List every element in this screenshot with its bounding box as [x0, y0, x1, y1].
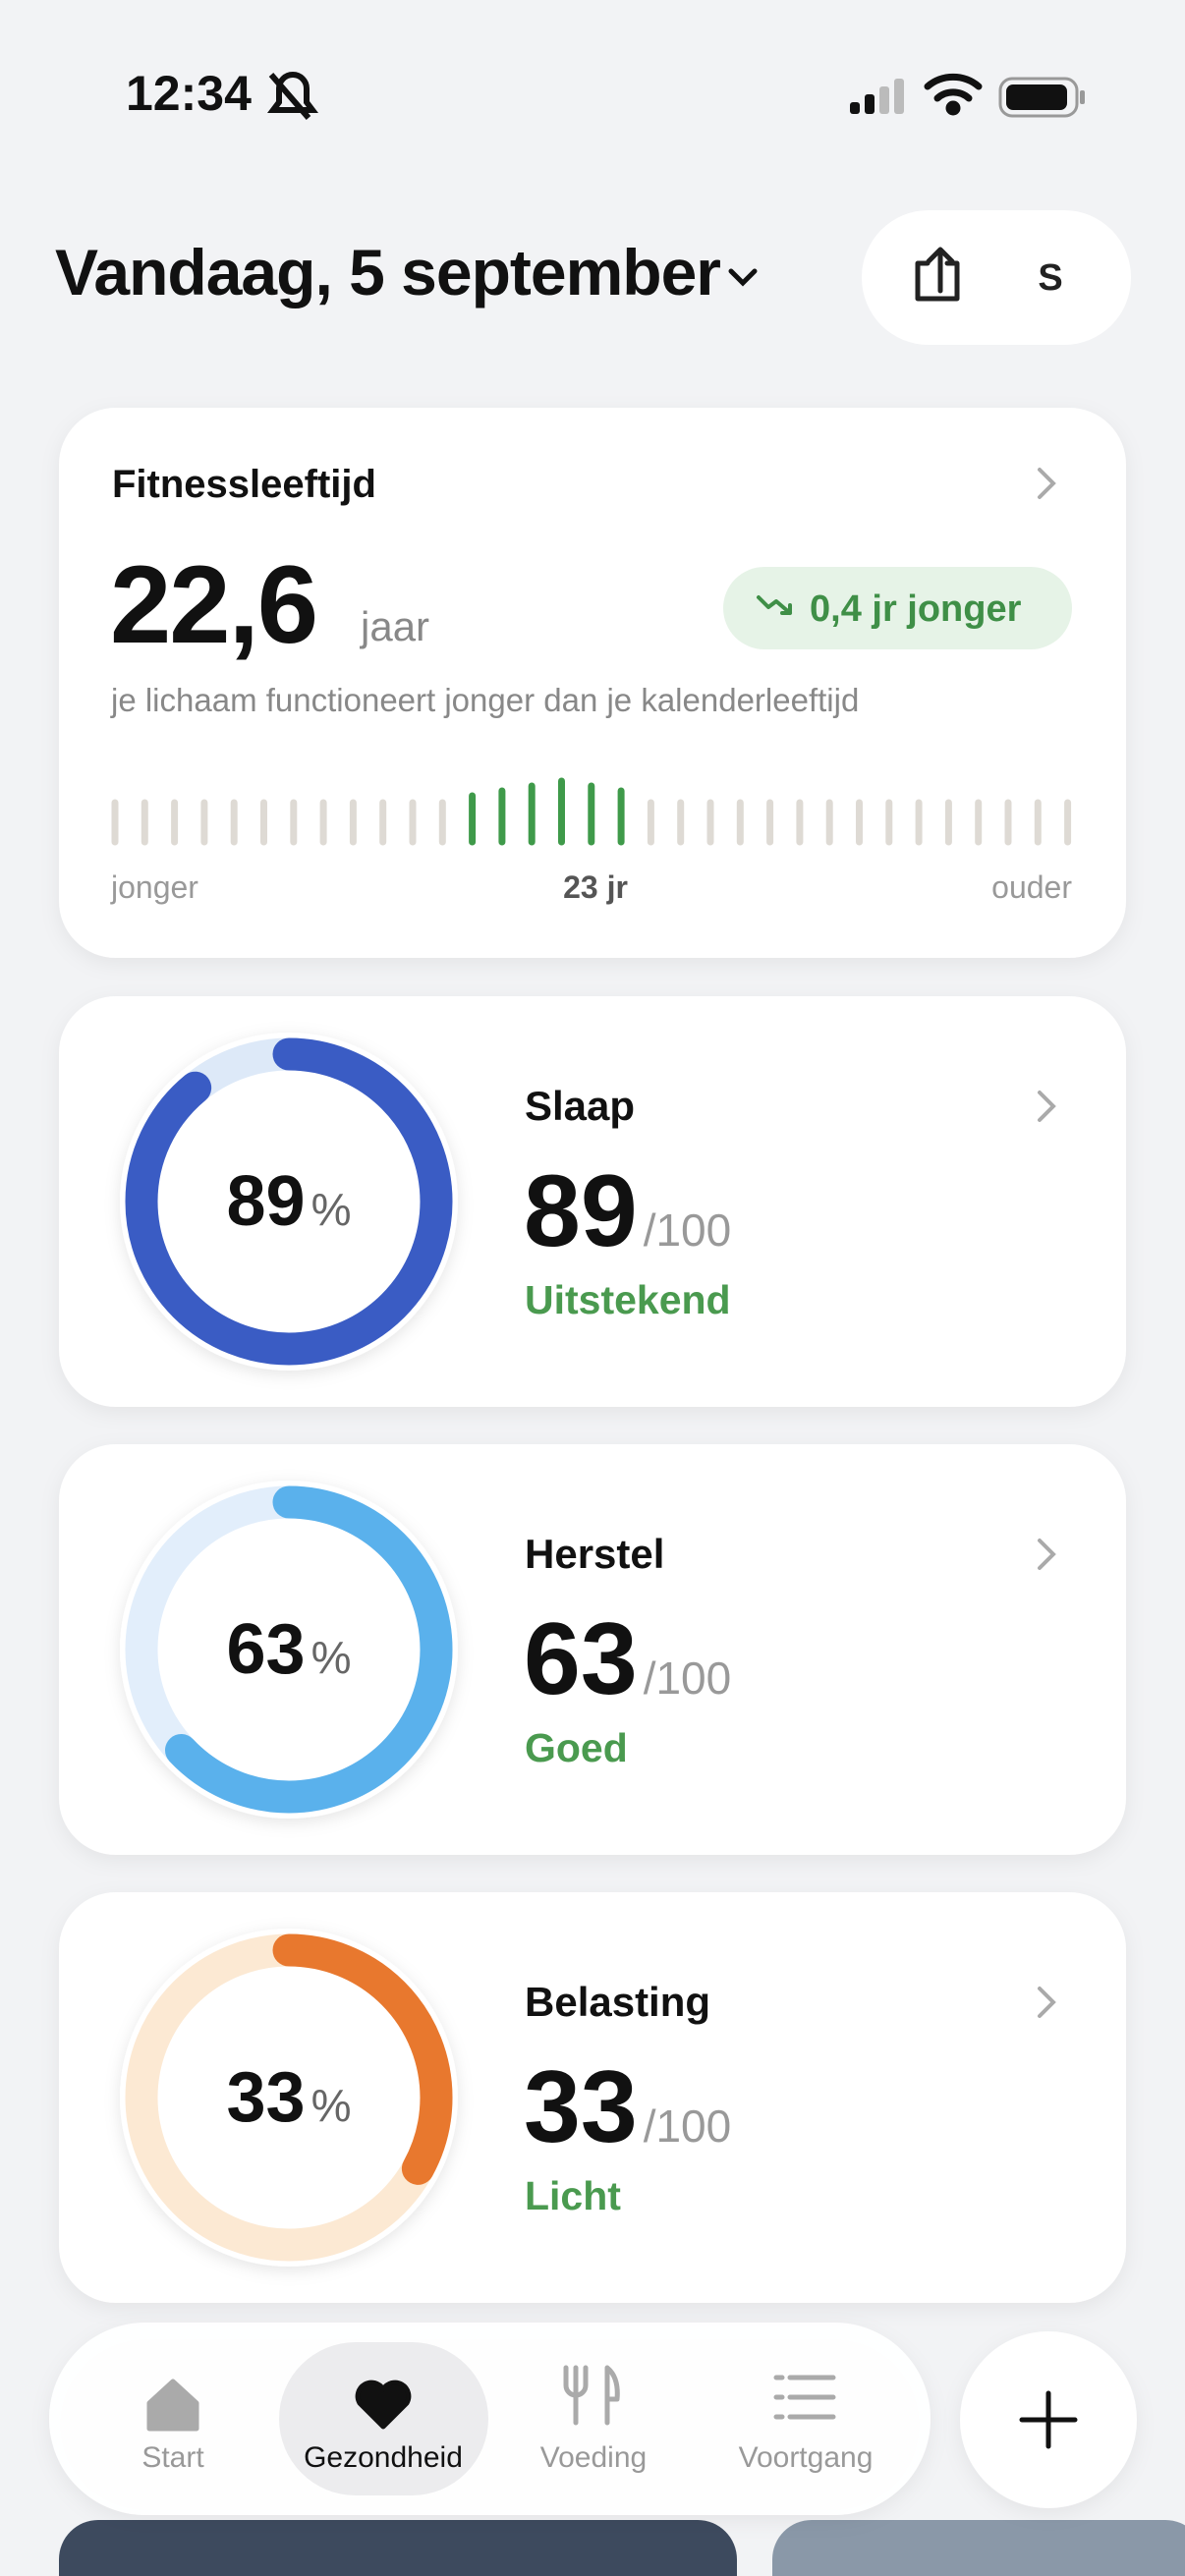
- score-card[interactable]: 33 % Belasting 33/100 Licht: [59, 1892, 1126, 2303]
- tab-icon: [146, 2379, 199, 2432]
- ring-base: [120, 1033, 458, 1371]
- ring-progress: [125, 1037, 453, 1366]
- score-card[interactable]: 63 % Herstel 63/100 Goed: [59, 1444, 1126, 1855]
- score-rating: Goed: [525, 1725, 628, 1770]
- score-max: /100: [644, 1652, 732, 1704]
- scale-right: ouder: [991, 869, 1072, 905]
- ring-label: 89%: [227, 1162, 352, 1241]
- ring-value: 89: [227, 1162, 306, 1241]
- fitness-unit: jaar: [359, 603, 429, 649]
- trend-icon: [757, 595, 792, 615]
- preview-card: [772, 2520, 1185, 2576]
- tab-label: Voortgang: [739, 2441, 874, 2474]
- badge-text: 0,4 jr jonger: [810, 588, 1022, 630]
- score-value: 33: [524, 2050, 638, 2164]
- ring-value: 63: [227, 1610, 306, 1689]
- age-scale: [111, 777, 1072, 846]
- tab-label: Start: [141, 2441, 204, 2474]
- fitness-value: 22,6: [110, 543, 316, 666]
- score-value: 63: [524, 1602, 638, 1716]
- fitness-badge: [723, 567, 1072, 649]
- mute-icon: [267, 72, 318, 120]
- tab-item[interactable]: Gezondheid: [304, 2380, 463, 2474]
- ring-label: 33%: [227, 2058, 352, 2137]
- avatar[interactable]: S: [1038, 257, 1062, 299]
- chevron: [1038, 1539, 1056, 1570]
- score-cards: 89 % Slaap 89/100 Uitstekend 63 % Herstel 63/100…: [59, 996, 1126, 2303]
- ring-unit: %: [311, 2080, 352, 2131]
- add-icon: [1019, 2390, 1078, 2449]
- chevron: [1038, 1091, 1056, 1122]
- tab-items: Start Gezondheid Voeding Voortgang: [141, 2342, 873, 2495]
- fitness-description: je lichaam functioneert jonger dan je ka…: [110, 682, 859, 718]
- chevron: [1038, 468, 1056, 499]
- ring-base: [120, 1481, 458, 1819]
- score-max: /100: [644, 2100, 732, 2152]
- signal-icon: [850, 79, 904, 114]
- tab-icon: [773, 2375, 836, 2420]
- tab-item[interactable]: Voortgang: [739, 2375, 874, 2474]
- scale-left: jonger: [110, 869, 198, 905]
- ring-progress: [125, 1933, 453, 2262]
- tab-icon: [355, 2380, 412, 2430]
- preview-card: [59, 2520, 737, 2576]
- wifi-icon: [924, 73, 983, 116]
- score-rating: Uitstekend: [525, 1277, 731, 1322]
- ring-label: 63%: [227, 1610, 352, 1689]
- tab-item[interactable]: Start: [141, 2379, 204, 2474]
- ring-value: 33: [227, 2058, 306, 2137]
- tab-icon: [563, 2365, 620, 2426]
- score-name: Herstel: [525, 1531, 664, 1577]
- score-rating: Licht: [525, 2173, 621, 2218]
- share-button[interactable]: [915, 247, 960, 302]
- tab-item[interactable]: Voeding: [540, 2365, 647, 2474]
- score-line: 33/100: [524, 2050, 731, 2164]
- status-time: 12:34: [126, 66, 252, 121]
- ring-unit: %: [311, 1184, 352, 1235]
- chevron: [1038, 1987, 1056, 2018]
- score-name: Slaap: [525, 1083, 635, 1129]
- ring-unit: %: [311, 1632, 352, 1683]
- fitness-title: Fitnessleeftijd: [112, 463, 376, 506]
- score-card[interactable]: 89 % Slaap 89/100 Uitstekend: [59, 996, 1126, 1407]
- header-actions: [862, 210, 1131, 345]
- tab-bar: [49, 2323, 931, 2515]
- ring-progress: [125, 1485, 453, 1814]
- date-title[interactable]: Vandaag, 5 september: [55, 236, 721, 308]
- score-line: 63/100: [524, 1602, 731, 1716]
- tab-label: Voeding: [540, 2441, 647, 2474]
- score-max: /100: [644, 1204, 732, 1256]
- tab-label: Gezondheid: [304, 2441, 463, 2474]
- score-value: 89: [524, 1154, 638, 1268]
- ring-base: [120, 1929, 458, 2267]
- scale-center: 23 jr: [563, 869, 628, 905]
- score-line: 89/100: [524, 1154, 731, 1268]
- date-dropdown[interactable]: [728, 268, 758, 287]
- score-name: Belasting: [525, 1979, 710, 2025]
- battery-icon: [998, 77, 1085, 118]
